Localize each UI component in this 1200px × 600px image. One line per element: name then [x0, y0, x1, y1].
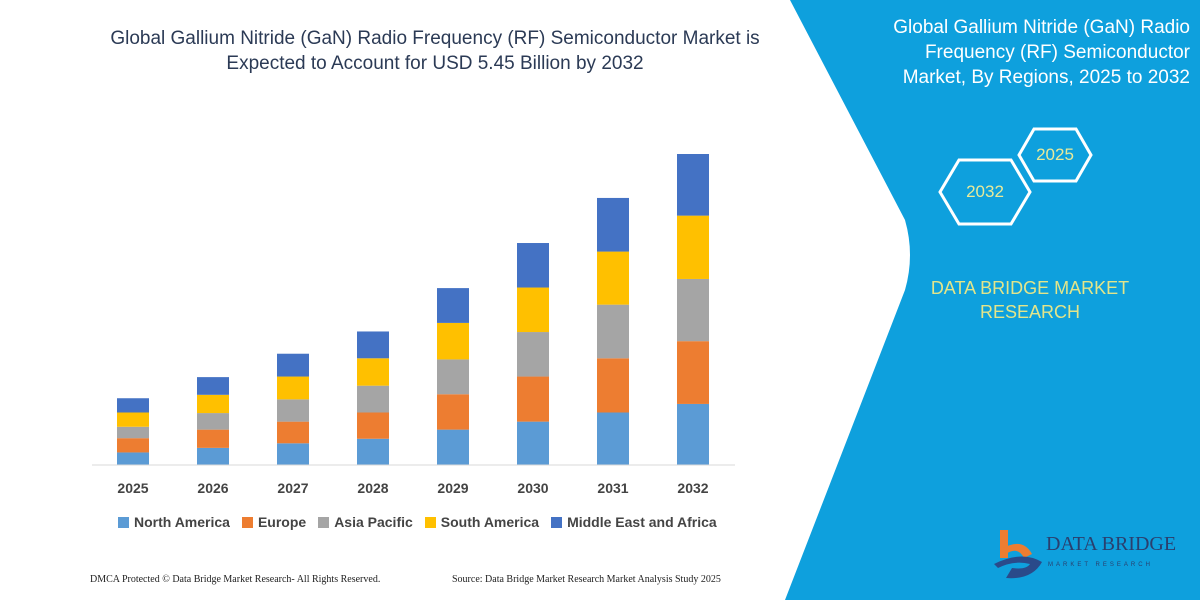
bar-segment-2028-north-america	[357, 438, 389, 465]
x-tick-label: 2027	[277, 480, 309, 496]
bar-segment-2029-north-america	[437, 429, 469, 465]
data-bridge-logo-icon	[994, 530, 1042, 579]
legend-label: South America	[440, 514, 540, 530]
bar-segment-2030-europe	[517, 376, 549, 422]
hex-end-year: 2032	[966, 182, 1004, 201]
x-tick-label: 2031	[597, 480, 629, 496]
bar-segment-2029-south-america	[437, 322, 469, 360]
hexagon-outline	[1017, 127, 1093, 183]
brand-text: DATA BRIDGE MARKET RESEARCH	[920, 276, 1140, 324]
x-tick-label: 2025	[117, 480, 149, 496]
legend-label: Middle East and Africa	[567, 514, 717, 530]
side-title-line-1: Global Gallium Nitride (GaN) Radio	[893, 17, 1190, 38]
bar-segment-2032-south-america	[677, 215, 709, 279]
legend-label: Asia Pacific	[334, 514, 413, 530]
title-line-1: Global Gallium Nitride (GaN) Radio Frequ…	[110, 28, 760, 49]
bar-segment-2026-north-america	[197, 447, 229, 465]
x-tick-label: 2032	[677, 480, 709, 496]
bar-segment-2032-asia-pacific	[677, 278, 709, 342]
bar-segment-2030-asia-pacific	[517, 332, 549, 377]
bar-segment-2030-north-america	[517, 421, 549, 465]
bar-segment-2027-asia-pacific	[277, 399, 309, 422]
bar-segment-2026-middle-east-and-africa	[197, 377, 229, 395]
copyright-text: DMCA Protected © Data Bridge Market Rese…	[90, 574, 381, 585]
bar-segment-2031-north-america	[597, 412, 629, 465]
legend-swatch	[424, 516, 436, 528]
x-tick-label: 2029	[437, 480, 469, 496]
legend-item: South America	[424, 514, 540, 530]
hex-start-year: 2025	[1036, 145, 1074, 164]
side-panel-shape	[785, 0, 1200, 600]
stacked-bar-chart	[117, 154, 709, 465]
bar-segment-2027-south-america	[277, 376, 309, 400]
legend-item: Europe	[241, 514, 307, 530]
bar-segment-2030-south-america	[517, 287, 549, 333]
x-tick-label: 2026	[197, 480, 229, 496]
bar-segment-2026-south-america	[197, 394, 229, 414]
hexagon-2032: 2032	[937, 157, 1033, 227]
bar-segment-2030-middle-east-and-africa	[517, 243, 549, 288]
bar-segment-2029-europe	[437, 394, 469, 430]
brand-line-1: DATA BRIDGE MARKET	[930, 278, 1130, 298]
bar-segment-2025-asia-pacific	[117, 426, 149, 439]
legend-swatch	[118, 516, 129, 528]
bar-segment-2032-north-america	[677, 403, 709, 465]
logo-text: DATA BRIDGE	[1046, 533, 1177, 555]
bar-segment-2031-south-america	[597, 251, 629, 305]
bar-segment-2029-middle-east-and-africa	[437, 288, 469, 323]
bar-segment-2027-europe	[277, 421, 309, 444]
bar-segment-2031-middle-east-and-africa	[597, 197, 629, 252]
legend-item: Middle East and Africa	[551, 514, 717, 530]
legend-item: Asia Pacific	[318, 514, 413, 530]
side-title-line-3: Market, By Regions, 2025 to 2032	[902, 67, 1190, 88]
bar-segment-2025-middle-east-and-africa	[117, 398, 149, 413]
legend-swatch	[551, 516, 563, 528]
hexagon-2025: 2025	[1016, 126, 1094, 184]
title-line-2: Expected to Account for USD 5.45 Billion…	[226, 53, 644, 74]
legend-swatch	[318, 516, 330, 528]
side-panel-title: Global Gallium Nitride (GaN) Radio Frequ…	[850, 15, 1190, 90]
logo-subtext: MARKET RESEARCH	[1048, 562, 1153, 568]
bar-segment-2025-south-america	[117, 412, 149, 427]
x-tick-label: 2030	[517, 480, 549, 496]
bar-segment-2031-asia-pacific	[597, 304, 629, 359]
bar-segment-2025-north-america	[117, 452, 149, 465]
legend-label: Europe	[257, 514, 307, 530]
bar-segment-2029-asia-pacific	[437, 359, 469, 395]
side-title-line-2: Frequency (RF) Semiconductor	[924, 42, 1190, 63]
legend-label: North America	[134, 514, 230, 530]
bar-segment-2031-europe	[597, 358, 629, 413]
bar-segment-2025-europe	[117, 438, 149, 453]
chart-title: Global Gallium Nitride (GaN) Radio Frequ…	[70, 26, 800, 76]
bar-segment-2032-europe	[677, 341, 709, 404]
bar-segment-2028-asia-pacific	[357, 385, 389, 413]
bar-segment-2027-north-america	[277, 443, 309, 465]
bar-segment-2027-middle-east-and-africa	[277, 353, 309, 377]
legend-item: North America	[118, 514, 230, 530]
legend-swatch	[241, 516, 253, 528]
bar-segment-2028-south-america	[357, 358, 389, 386]
legend: North America Europe Asia Pacific South Ame…	[118, 514, 717, 530]
bar-segment-2026-europe	[197, 429, 229, 448]
bar-segment-2026-asia-pacific	[197, 413, 229, 430]
hexagon-outline	[938, 158, 1032, 226]
bar-segment-2028-middle-east-and-africa	[357, 331, 389, 359]
brand-line-2: RESEARCH	[979, 302, 1081, 322]
source-text: Source: Data Bridge Market Research Mark…	[452, 574, 721, 585]
bar-segment-2028-europe	[357, 412, 389, 439]
x-tick-label: 2028	[357, 480, 389, 496]
bar-segment-2032-middle-east-and-africa	[677, 154, 709, 216]
